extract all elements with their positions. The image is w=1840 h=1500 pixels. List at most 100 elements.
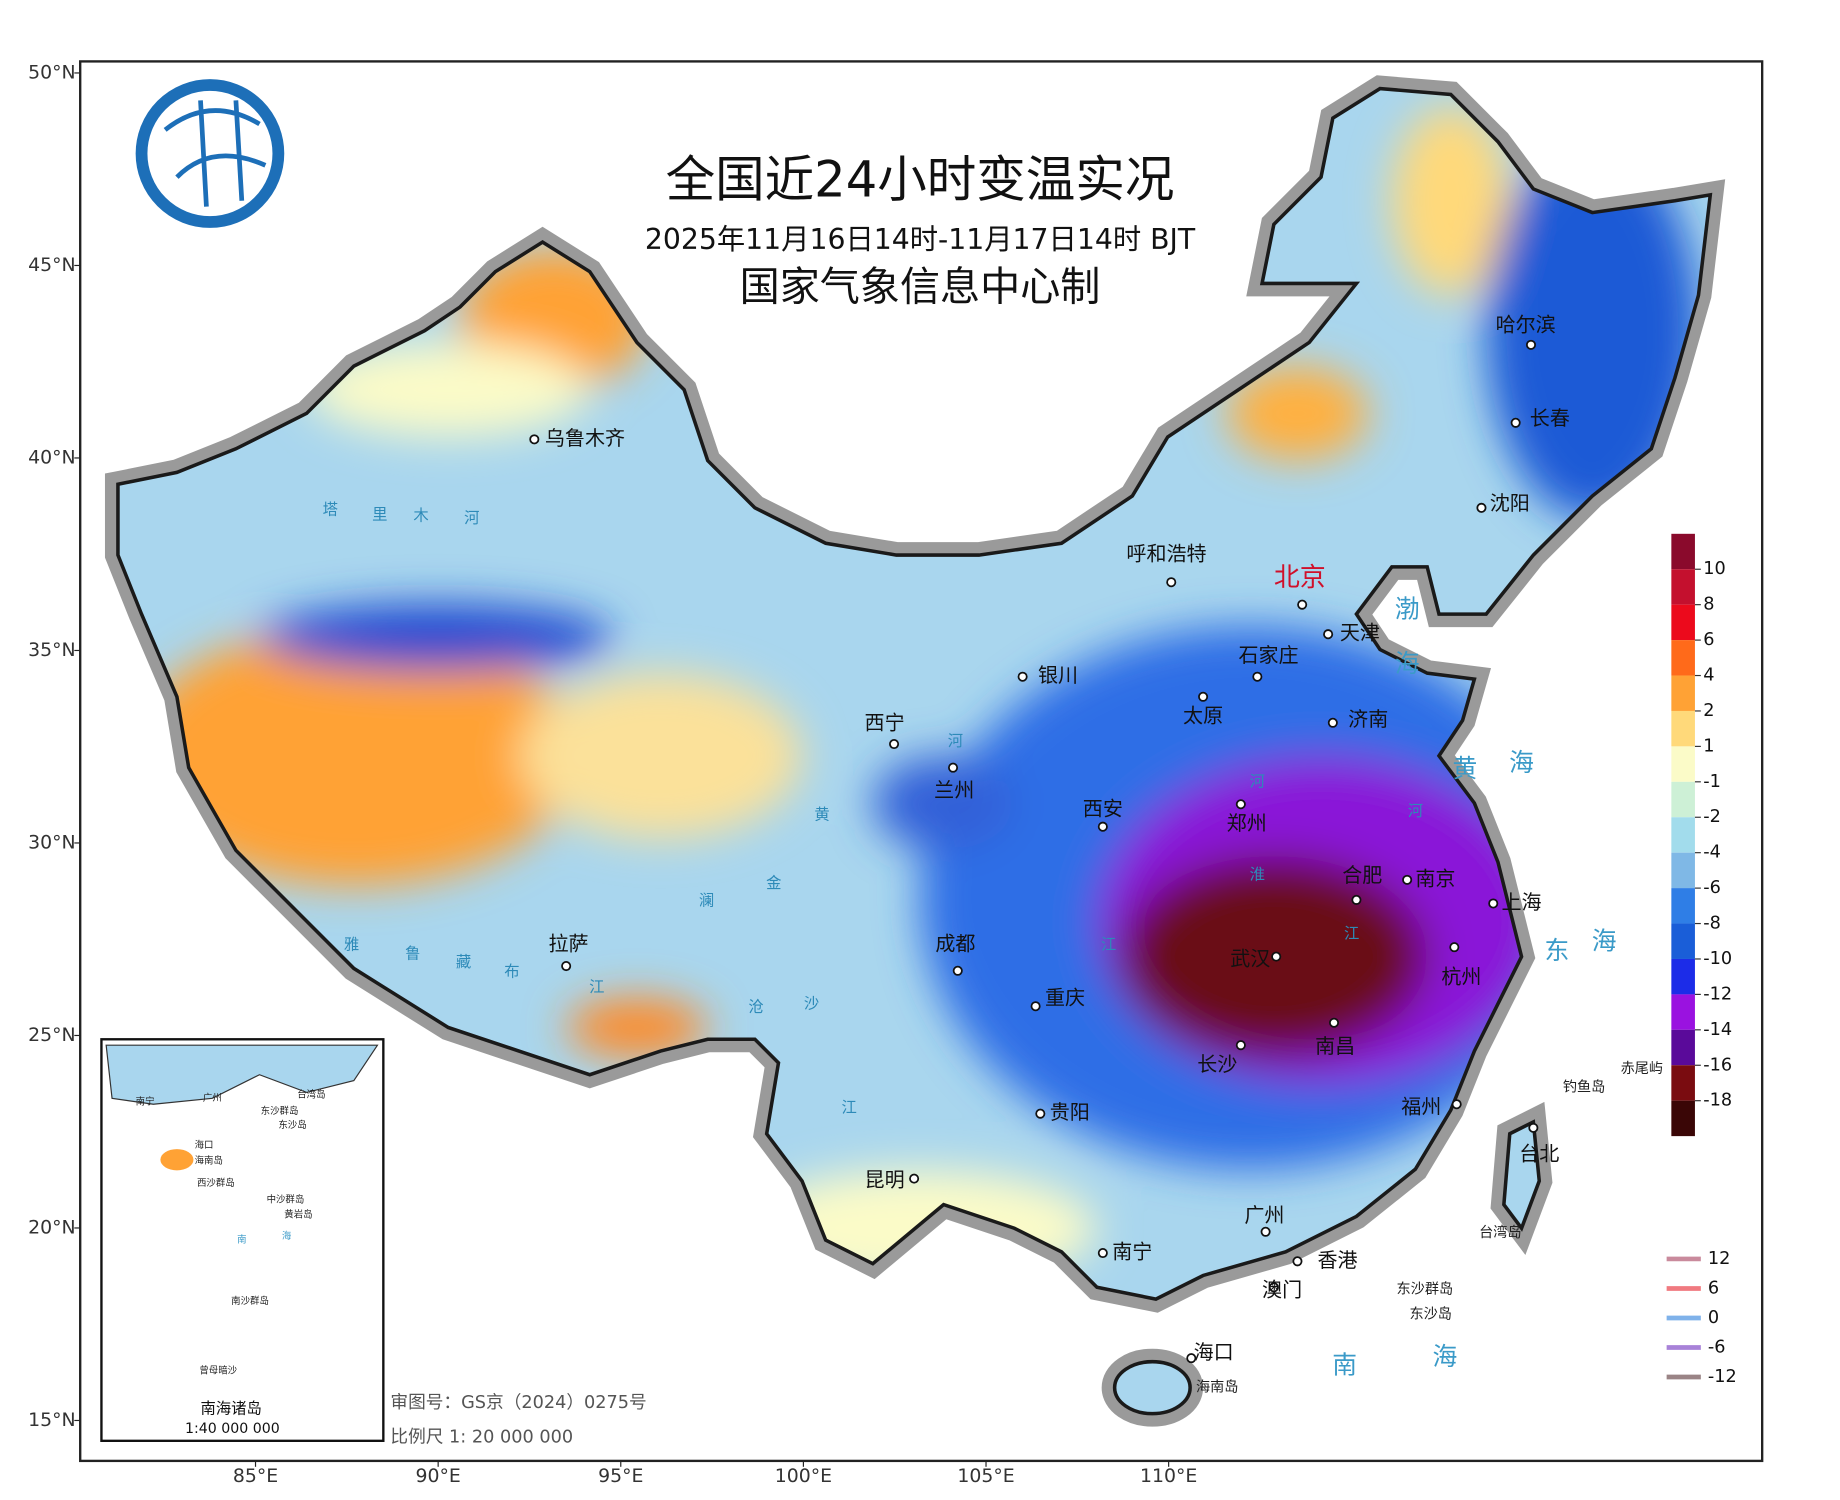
legend-tick-label: 4 bbox=[1703, 666, 1714, 686]
lon-tick-label: 110°E bbox=[1140, 1465, 1197, 1487]
legend-tick-label: -8 bbox=[1703, 914, 1721, 934]
city-dot bbox=[1488, 898, 1499, 909]
city-label: 台北 bbox=[1519, 1142, 1559, 1166]
city-dot bbox=[1329, 1017, 1340, 1028]
city-dot bbox=[1035, 1108, 1046, 1119]
city-label: 海口 bbox=[1194, 1340, 1234, 1364]
inset-label: 南沙群岛 bbox=[231, 1295, 269, 1307]
lon-tick-label: 90°E bbox=[415, 1465, 460, 1487]
city-dot bbox=[1235, 799, 1246, 810]
city-dot bbox=[529, 434, 540, 445]
island-label: 东沙群岛 bbox=[1397, 1282, 1454, 1298]
review-number: 审图号：GS京（2024）0275号 bbox=[390, 1392, 646, 1413]
city-label: 成都 bbox=[935, 931, 975, 955]
river-label: 里 bbox=[372, 505, 387, 523]
city-label: 广州 bbox=[1244, 1203, 1284, 1227]
inset-land bbox=[105, 1044, 379, 1171]
city-dot bbox=[1017, 671, 1028, 682]
lat-tick-label: 45°N bbox=[28, 254, 76, 276]
city-label: 郑州 bbox=[1227, 811, 1267, 835]
inset-label: 台湾岛 bbox=[297, 1088, 325, 1100]
river-label: 江 bbox=[1344, 925, 1359, 943]
river-label: 布 bbox=[504, 962, 519, 980]
city-dot bbox=[1271, 951, 1282, 962]
title: 全国近24小时变温实况 bbox=[666, 151, 1175, 209]
inset-label: 海南岛 bbox=[195, 1154, 223, 1166]
inset-label: 南 bbox=[237, 1234, 246, 1246]
map-body: 全国近24小时变温实况 2025年11月16日14时-11月17日14时 BJT 国… bbox=[28, 60, 1764, 1487]
island-label: 东沙岛 bbox=[1410, 1306, 1452, 1322]
inset-title: 南海诸岛 bbox=[201, 1399, 262, 1417]
inset-label: 西沙群岛 bbox=[197, 1177, 235, 1189]
inset-label: 海 bbox=[282, 1230, 292, 1242]
river-label: 澜 bbox=[699, 892, 714, 910]
legend-swatch bbox=[1671, 1100, 1695, 1137]
city-label: 上海 bbox=[1502, 890, 1542, 914]
city-label: 呼和浩特 bbox=[1126, 542, 1206, 566]
legend-swatch bbox=[1671, 710, 1695, 747]
river-label: 木 bbox=[413, 507, 428, 525]
island-label: 钓鱼岛 bbox=[1563, 1079, 1605, 1096]
river-label: 江 bbox=[842, 1098, 857, 1116]
city-label: 南京 bbox=[1415, 866, 1455, 890]
city-dot bbox=[1510, 417, 1521, 428]
city-label: 沈阳 bbox=[1490, 491, 1530, 515]
lat-tick-label: 35°N bbox=[28, 639, 76, 661]
island-label: 海南岛 bbox=[1196, 1380, 1238, 1396]
city-label: 武汉 bbox=[1230, 947, 1270, 971]
city-dot bbox=[1186, 1353, 1197, 1364]
lat-tick-label: 30°N bbox=[28, 831, 76, 853]
river-label: 河 bbox=[948, 732, 963, 750]
legend-swatch bbox=[1671, 888, 1695, 924]
inset-label: 曾母暗沙 bbox=[199, 1365, 237, 1377]
legend-swatch bbox=[1671, 569, 1695, 605]
legend-swatch bbox=[1671, 958, 1695, 995]
legend-tick-label: -1 bbox=[1703, 772, 1721, 792]
lat-tick-label: 15°N bbox=[28, 1409, 76, 1431]
legend-tick-label: 10 bbox=[1703, 559, 1726, 579]
legend-swatch bbox=[1671, 1065, 1695, 1101]
river-label: 鲁 bbox=[405, 945, 420, 963]
city-label: 北京 bbox=[1274, 563, 1326, 593]
city-dot bbox=[1402, 874, 1413, 885]
island-label: 台湾岛 bbox=[1479, 1224, 1521, 1241]
legend-tick-label: -12 bbox=[1703, 984, 1732, 1004]
city-dot bbox=[1449, 942, 1460, 953]
sea-label: 黄 bbox=[1453, 754, 1478, 783]
city-dot bbox=[1292, 1256, 1303, 1267]
river-label: 江 bbox=[1101, 935, 1116, 953]
city-dot bbox=[1451, 1099, 1462, 1110]
sea-label: 海 bbox=[1592, 926, 1617, 955]
city-dot bbox=[1351, 894, 1362, 905]
city-dot bbox=[1198, 691, 1209, 702]
city-label: 太原 bbox=[1183, 703, 1223, 727]
lon-tick-label: 85°E bbox=[233, 1465, 278, 1487]
legend-tick-label: -10 bbox=[1703, 949, 1732, 969]
city-dot bbox=[1166, 577, 1177, 588]
logo bbox=[135, 79, 285, 228]
city-dot bbox=[1097, 1248, 1108, 1259]
inset-label: 南宁 bbox=[136, 1095, 155, 1107]
city-label: 杭州 bbox=[1441, 964, 1481, 988]
legend-swatch bbox=[1671, 746, 1695, 782]
legend-swatch bbox=[1671, 1029, 1695, 1066]
lon-tick-label: 100°E bbox=[775, 1465, 832, 1487]
city-label: 天津 bbox=[1340, 621, 1380, 645]
city-label: 贵阳 bbox=[1050, 1100, 1090, 1124]
city-dot bbox=[952, 965, 963, 976]
city-dot bbox=[561, 961, 572, 972]
city-dot bbox=[1235, 1040, 1246, 1051]
river-label: 河 bbox=[1250, 772, 1265, 790]
island-label: 赤尾屿 bbox=[1621, 1061, 1663, 1077]
city-label: 乌鲁木齐 bbox=[545, 426, 625, 450]
river-label: 河 bbox=[464, 509, 479, 527]
legend-tick-label: -2 bbox=[1703, 807, 1721, 827]
city-label: 西宁 bbox=[865, 710, 905, 734]
sea-label: 海 bbox=[1509, 748, 1534, 777]
city-dot bbox=[1525, 339, 1537, 350]
legend-swatch bbox=[1671, 533, 1695, 570]
legend-tick-label: -14 bbox=[1703, 1020, 1732, 1040]
inset-label: 黄岩岛 bbox=[284, 1209, 312, 1221]
legend-tick-label: 6 bbox=[1703, 630, 1714, 650]
